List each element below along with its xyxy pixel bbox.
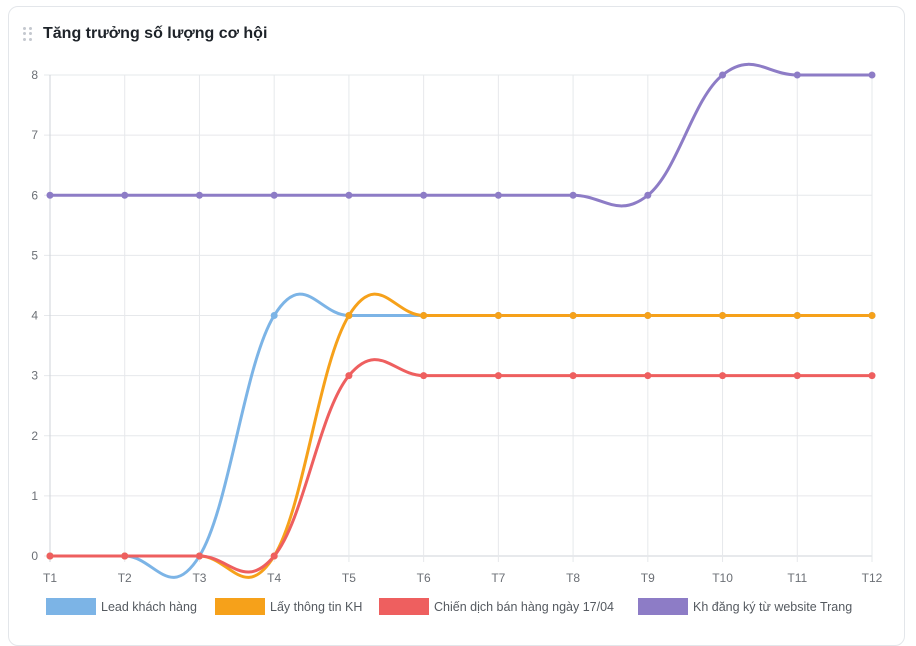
data-point[interactable] xyxy=(195,191,203,199)
chart-card: Tăng trưởng số lượng cơ hội xyxy=(8,6,905,646)
grid xyxy=(44,74,873,562)
x-tick-label: T11 xyxy=(787,571,807,585)
legend-label[interactable]: Lead khách hàng xyxy=(101,600,197,614)
legend-swatch[interactable] xyxy=(46,598,96,615)
y-tick-label: 4 xyxy=(31,309,38,323)
data-point[interactable] xyxy=(494,312,502,319)
y-tick-label: 2 xyxy=(31,429,38,443)
x-tick-label: T12 xyxy=(862,571,883,585)
legend-label[interactable]: Kh đăng ký từ website Trang xyxy=(693,600,852,614)
series-line-2 xyxy=(48,358,874,574)
x-tick-label: T1 xyxy=(43,571,57,585)
data-point[interactable] xyxy=(868,372,876,380)
legend-swatch[interactable] xyxy=(638,598,688,615)
legend-swatch[interactable] xyxy=(379,598,429,615)
y-tick-label: 6 xyxy=(31,188,38,202)
data-point[interactable] xyxy=(644,372,652,380)
data-point[interactable] xyxy=(868,71,876,79)
y-tick-label: 0 xyxy=(31,549,38,563)
y-tick-label: 1 xyxy=(31,489,38,503)
data-point[interactable] xyxy=(719,372,727,380)
y-tick-label: 7 xyxy=(31,128,38,142)
data-point[interactable] xyxy=(420,312,428,319)
y-tick-label: 3 xyxy=(31,369,38,383)
data-point[interactable] xyxy=(46,191,54,199)
data-point[interactable] xyxy=(719,71,727,79)
x-tick-label: T9 xyxy=(641,571,655,585)
data-point[interactable] xyxy=(270,191,278,199)
legend-swatch[interactable] xyxy=(215,598,265,615)
x-axis: T1 T2 T3 T4 T5 T6 T7 T8 T9 T10 T11 T12 xyxy=(43,571,883,585)
data-point[interactable] xyxy=(494,372,502,380)
data-point[interactable] xyxy=(345,312,353,319)
data-point[interactable] xyxy=(793,71,801,79)
x-tick-label: T10 xyxy=(712,571,733,585)
x-tick-label: T2 xyxy=(118,571,132,585)
chart-title: Tăng trưởng số lượng cơ hội xyxy=(43,25,268,42)
data-point[interactable] xyxy=(494,191,502,199)
drag-handle-icon[interactable] xyxy=(23,27,33,41)
data-point[interactable] xyxy=(644,191,652,199)
data-point[interactable] xyxy=(46,552,54,560)
data-point[interactable] xyxy=(121,552,129,560)
data-point[interactable] xyxy=(345,372,353,380)
legend-label[interactable]: Lấy thông tin KH xyxy=(270,600,362,614)
x-tick-label: T6 xyxy=(417,571,431,585)
legend-label[interactable]: Chiến dịch bán hàng ngày 17/04 xyxy=(434,600,614,614)
y-tick-label: 8 xyxy=(31,68,38,82)
data-point[interactable] xyxy=(868,312,876,319)
x-tick-label: T8 xyxy=(566,571,580,585)
data-point[interactable] xyxy=(719,312,727,319)
data-point[interactable] xyxy=(420,372,428,380)
data-point[interactable] xyxy=(345,191,353,199)
data-point[interactable] xyxy=(195,552,203,560)
x-tick-label: T3 xyxy=(192,571,206,585)
data-point[interactable] xyxy=(569,312,577,319)
data-point[interactable] xyxy=(420,191,428,199)
y-tick-label: 5 xyxy=(31,248,38,262)
x-tick-label: T5 xyxy=(342,571,356,585)
data-point[interactable] xyxy=(793,372,801,380)
x-tick-label: T7 xyxy=(491,571,505,585)
card-header: Tăng trưởng số lượng cơ hội xyxy=(23,23,267,45)
x-tick-label: T4 xyxy=(267,571,281,585)
data-point[interactable] xyxy=(569,372,577,380)
series-lines xyxy=(48,62,874,579)
series-points xyxy=(46,71,876,560)
data-point[interactable] xyxy=(793,312,801,319)
data-point[interactable] xyxy=(569,191,577,199)
data-point[interactable] xyxy=(644,312,652,319)
data-point[interactable] xyxy=(121,191,129,199)
data-point[interactable] xyxy=(270,552,278,560)
legend: Lead khách hàng Lấy thông tin KH Chiến dịc… xyxy=(46,598,852,615)
data-point[interactable] xyxy=(270,312,278,319)
y-axis: 0 1 2 3 4 5 6 7 8 xyxy=(31,68,38,563)
